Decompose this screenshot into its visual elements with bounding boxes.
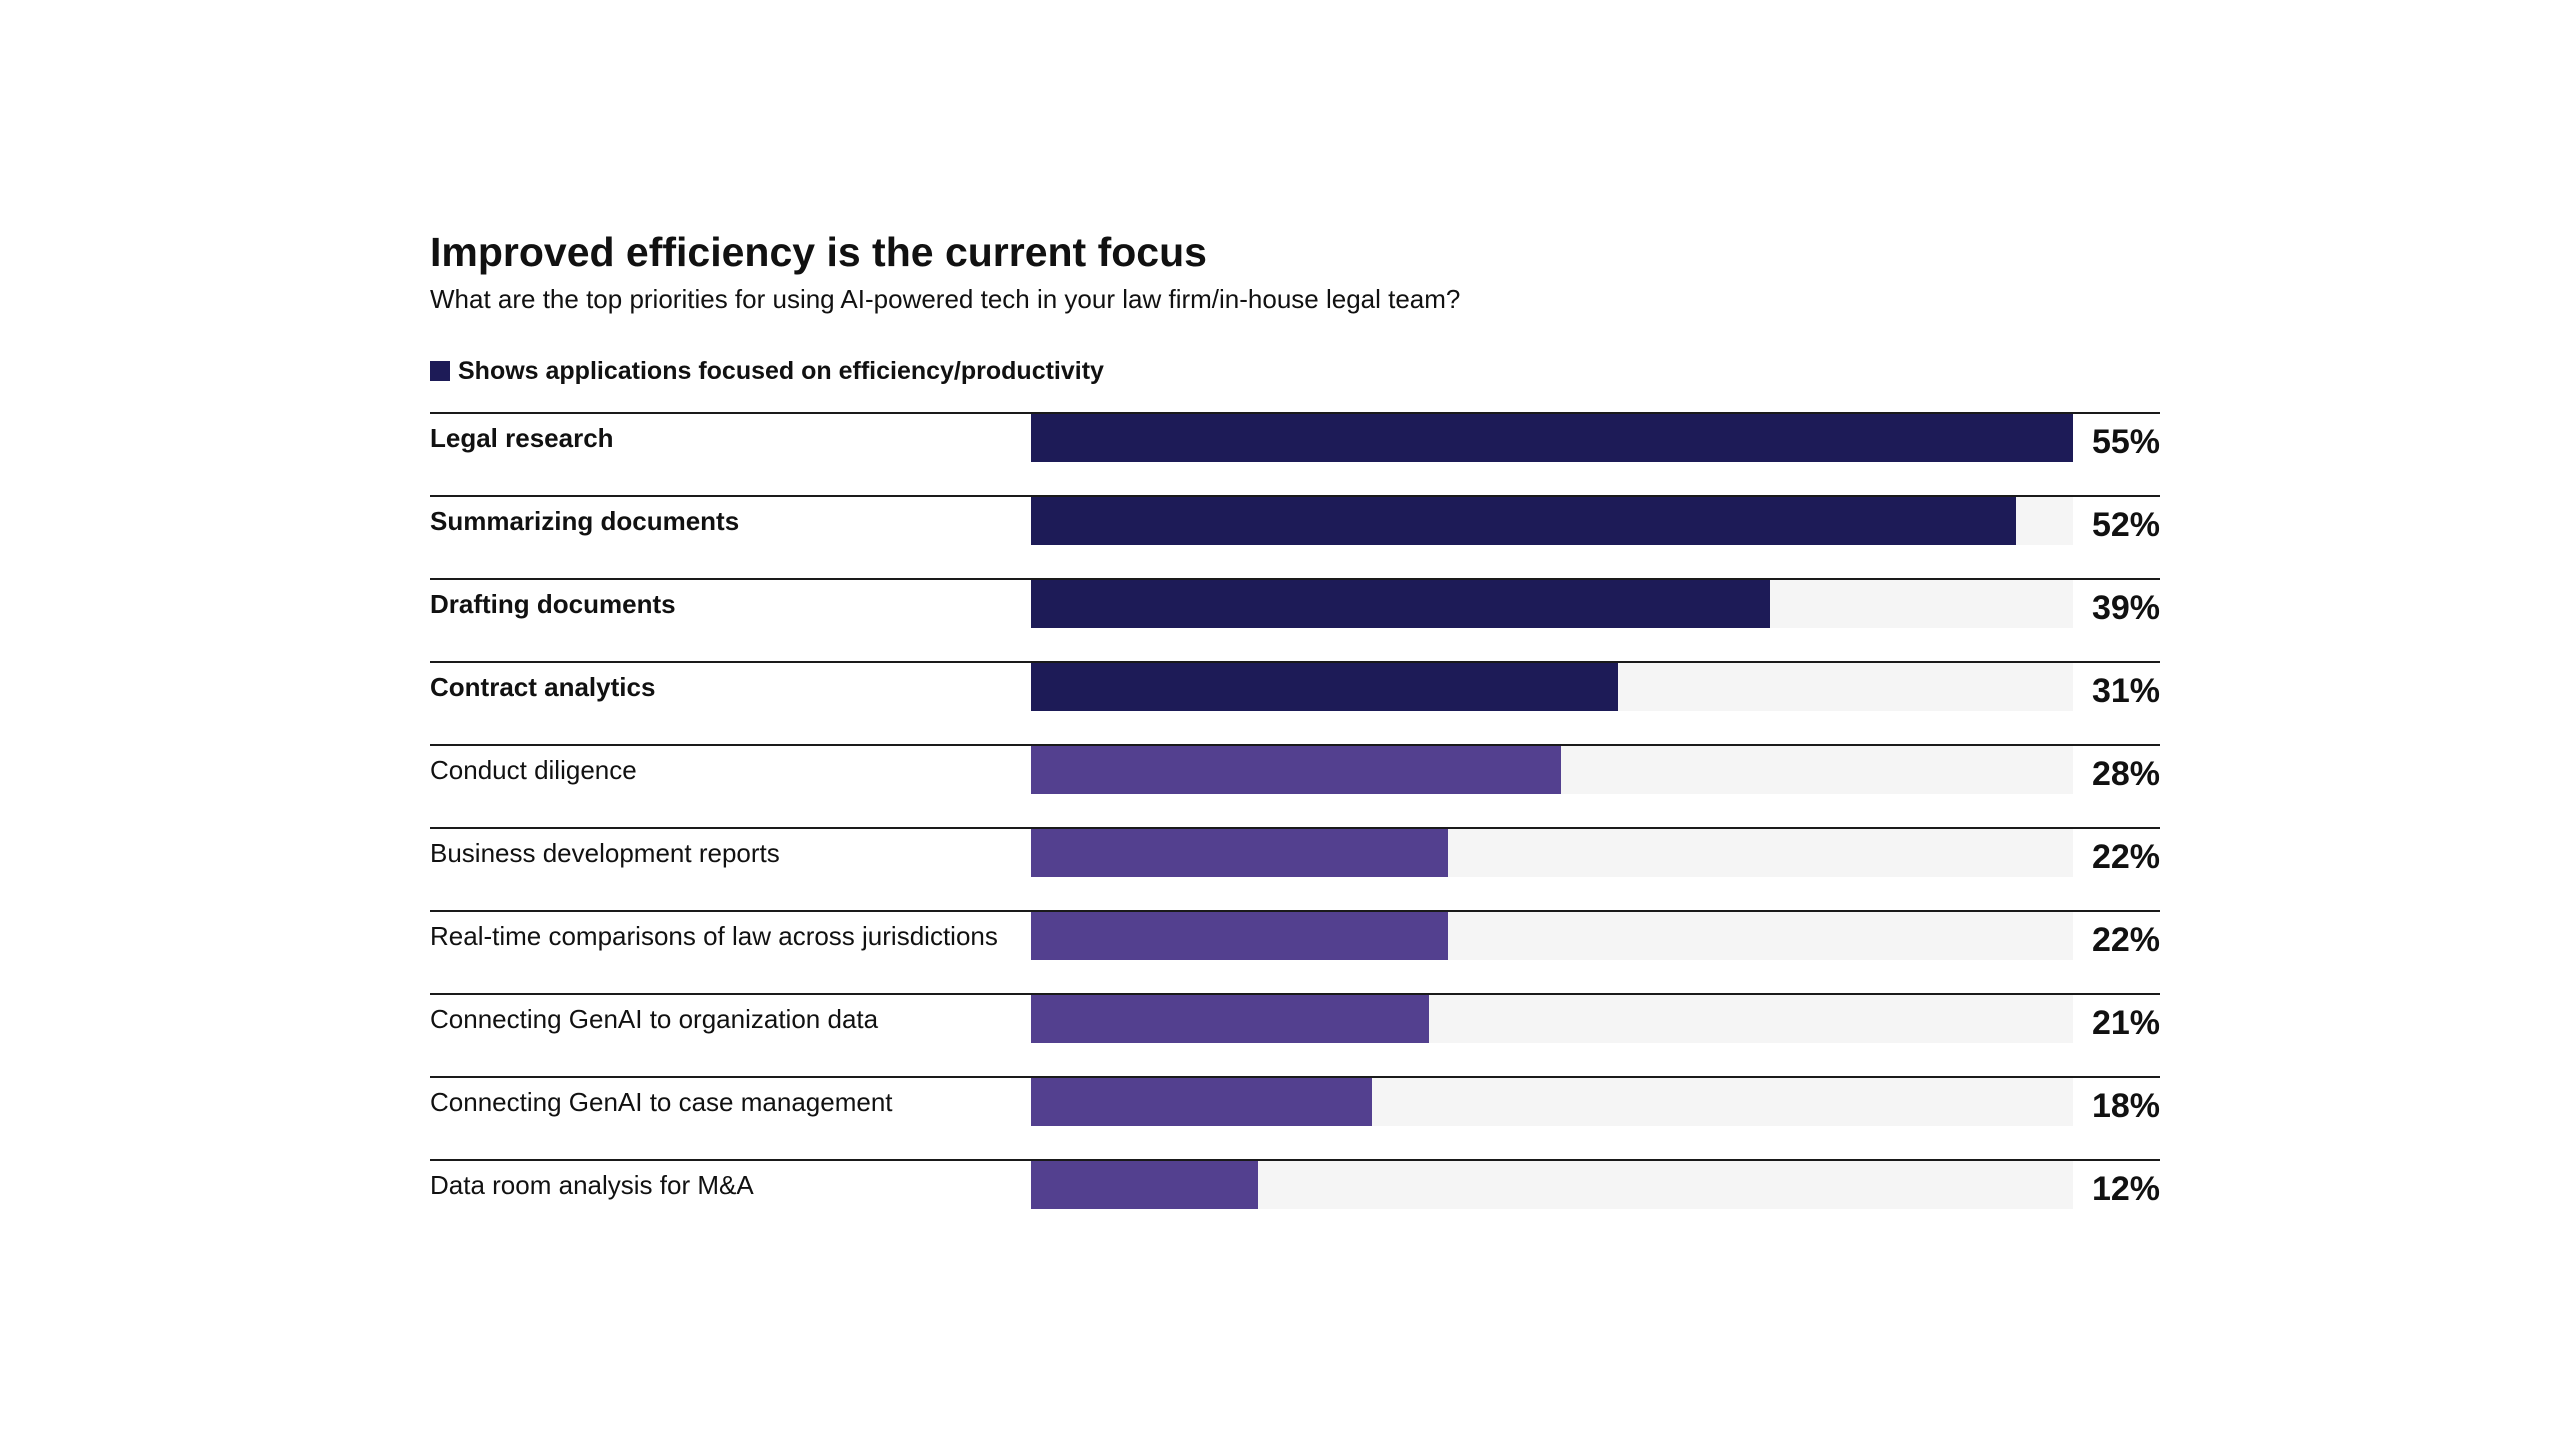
bar <box>1031 995 1429 1043</box>
bar-track <box>1031 995 2073 1043</box>
value-label: 31% <box>2091 672 2160 710</box>
bar-track <box>1031 746 2073 794</box>
value-label: 22% <box>2091 838 2160 876</box>
value-label: 55% <box>2091 423 2160 461</box>
bar-track <box>1031 1161 2073 1209</box>
bar <box>1031 746 1562 794</box>
value-label: 21% <box>2091 1004 2160 1042</box>
bar-row: Summarizing documents 52% <box>430 495 2160 578</box>
value-label: 22% <box>2091 921 2160 959</box>
bar-row: Connecting GenAI to case management 18% <box>430 1076 2160 1159</box>
bar-track <box>1031 912 2073 960</box>
bar-row: Legal research 55% <box>430 412 2160 495</box>
value-label: 39% <box>2091 589 2160 627</box>
bar <box>1031 912 1448 960</box>
bar <box>1031 1161 1259 1209</box>
category-label: Connecting GenAI to case management <box>430 1087 893 1117</box>
chart-title: Improved efficiency is the current focus <box>430 229 1207 275</box>
bar <box>1031 414 2073 462</box>
bar-track <box>1031 829 2073 877</box>
bar-track <box>1031 580 2073 628</box>
bar-row: Contract analytics 31% <box>430 661 2160 744</box>
legend: Shows applications focused on efficiency… <box>430 353 1104 389</box>
value-label: 52% <box>2091 506 2160 544</box>
bar-row: Business development reports 22% <box>430 827 2160 910</box>
value-label: 18% <box>2091 1087 2160 1125</box>
bar <box>1031 1078 1373 1126</box>
category-label: Connecting GenAI to organization data <box>430 1004 879 1034</box>
bar <box>1031 829 1448 877</box>
category-label: Summarizing documents <box>430 506 740 536</box>
category-label: Real-time comparisons of law across juri… <box>430 921 998 951</box>
value-label: 12% <box>2091 1170 2160 1208</box>
bar <box>1031 497 2017 545</box>
bar <box>1031 580 1770 628</box>
bar-row: Drafting documents 39% <box>430 578 2160 661</box>
bar-track <box>1031 663 2073 711</box>
bar-track <box>1031 414 2073 462</box>
category-label: Conduct diligence <box>430 755 637 785</box>
bar-row: Real-time comparisons of law across juri… <box>430 910 2160 993</box>
bar-row: Data room analysis for M&A 12% <box>430 1159 2160 1242</box>
category-label: Contract analytics <box>430 672 656 702</box>
legend-swatch <box>430 361 450 381</box>
bar-row: Conduct diligence 28% <box>430 744 2160 827</box>
bar-rows: Legal research 55% Summarizing documents 52… <box>430 412 2160 1242</box>
category-label: Data room analysis for M&A <box>430 1170 754 1200</box>
chart-subtitle: What are the top priorities for using AI… <box>430 284 1461 314</box>
value-label: 28% <box>2091 755 2160 793</box>
bar-track <box>1031 1078 2073 1126</box>
category-label: Drafting documents <box>430 589 676 619</box>
bar-row: Connecting GenAI to organization data 21% <box>430 993 2160 1076</box>
bar-track <box>1031 497 2073 545</box>
category-label: Business development reports <box>430 838 780 868</box>
category-label: Legal research <box>430 423 614 453</box>
legend-label: Shows applications focused on efficiency… <box>458 357 1104 385</box>
bar <box>1031 663 1619 711</box>
